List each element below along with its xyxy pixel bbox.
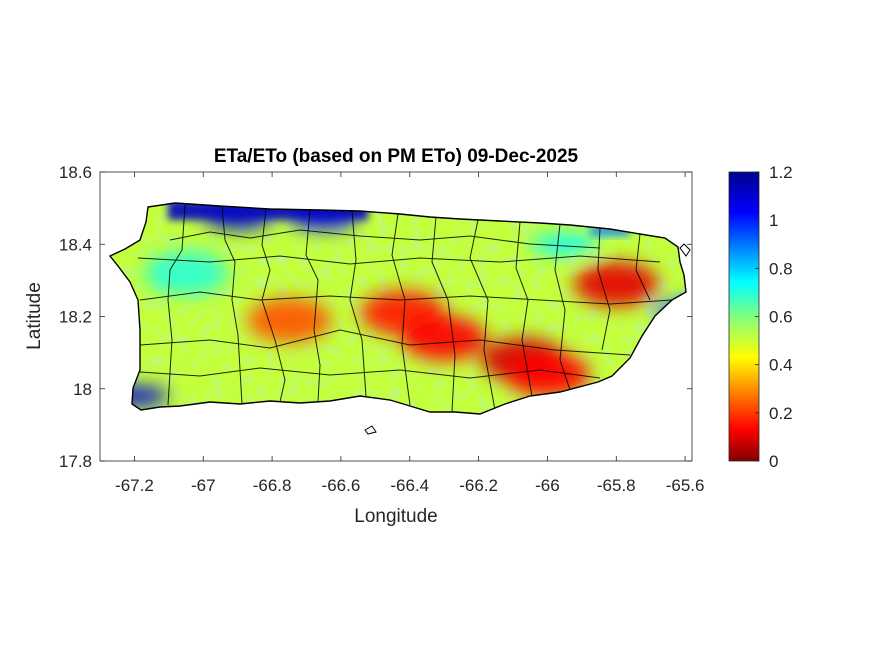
x-axis: -67.2 -67 -66.8 -66.6 -66.4 -66.2 -66 -65.8 -65.… [115,172,704,495]
colorbar-ticks: 0 0.2 0.4 0.6 0.8 1 1.2 [755,163,793,471]
heatmap-feature [530,234,599,255]
x-axis-label: Longitude [354,506,437,527]
y-tick-label: 18.6 [59,163,92,182]
y-axis-label: Latitude [24,282,45,350]
chart-title: ETa/ETo (based on PM ETo) 09-Dec-2025 [214,146,579,167]
x-tick-label: -67.2 [115,476,154,495]
islet-outline [364,425,377,435]
x-tick-label: -66.6 [322,476,361,495]
heatmap-feature [574,261,659,306]
y-tick-label: 17.8 [59,452,92,471]
x-tick-label: -66.8 [253,476,292,495]
colorbar-tick-label: 0.6 [769,308,793,327]
colorbar-tick-label: 1.2 [769,163,793,182]
x-tick-label: -67 [191,476,216,495]
x-tick-label: -66.2 [459,476,498,495]
dry-strip [590,226,630,236]
heatmap-feature [402,316,487,361]
heatmap-feature [144,251,229,296]
y-tick-label: 18 [73,380,92,399]
colorbar-tick-label: 0.2 [769,404,793,423]
y-tick-label: 18.2 [59,308,92,327]
x-tick-label: -65.8 [597,476,636,495]
heatmap-feature [247,298,332,343]
colorbar-tick-label: 0.8 [769,259,793,278]
x-tick-label: -66 [535,476,560,495]
x-tick-label: -66.4 [390,476,429,495]
colorbar-tick-label: 0 [769,452,778,471]
municipality-boundaries [137,204,673,413]
colorbar [728,171,760,462]
colorbar-tick-label: 1 [769,211,778,230]
y-axis: 17.8 18 18.2 18.4 18.6 [59,163,692,471]
colorbar-tick-label: 0.4 [769,356,793,375]
y-tick-label: 18.4 [59,235,92,254]
islet-outline [679,243,691,257]
x-tick-label: -65.6 [666,476,705,495]
